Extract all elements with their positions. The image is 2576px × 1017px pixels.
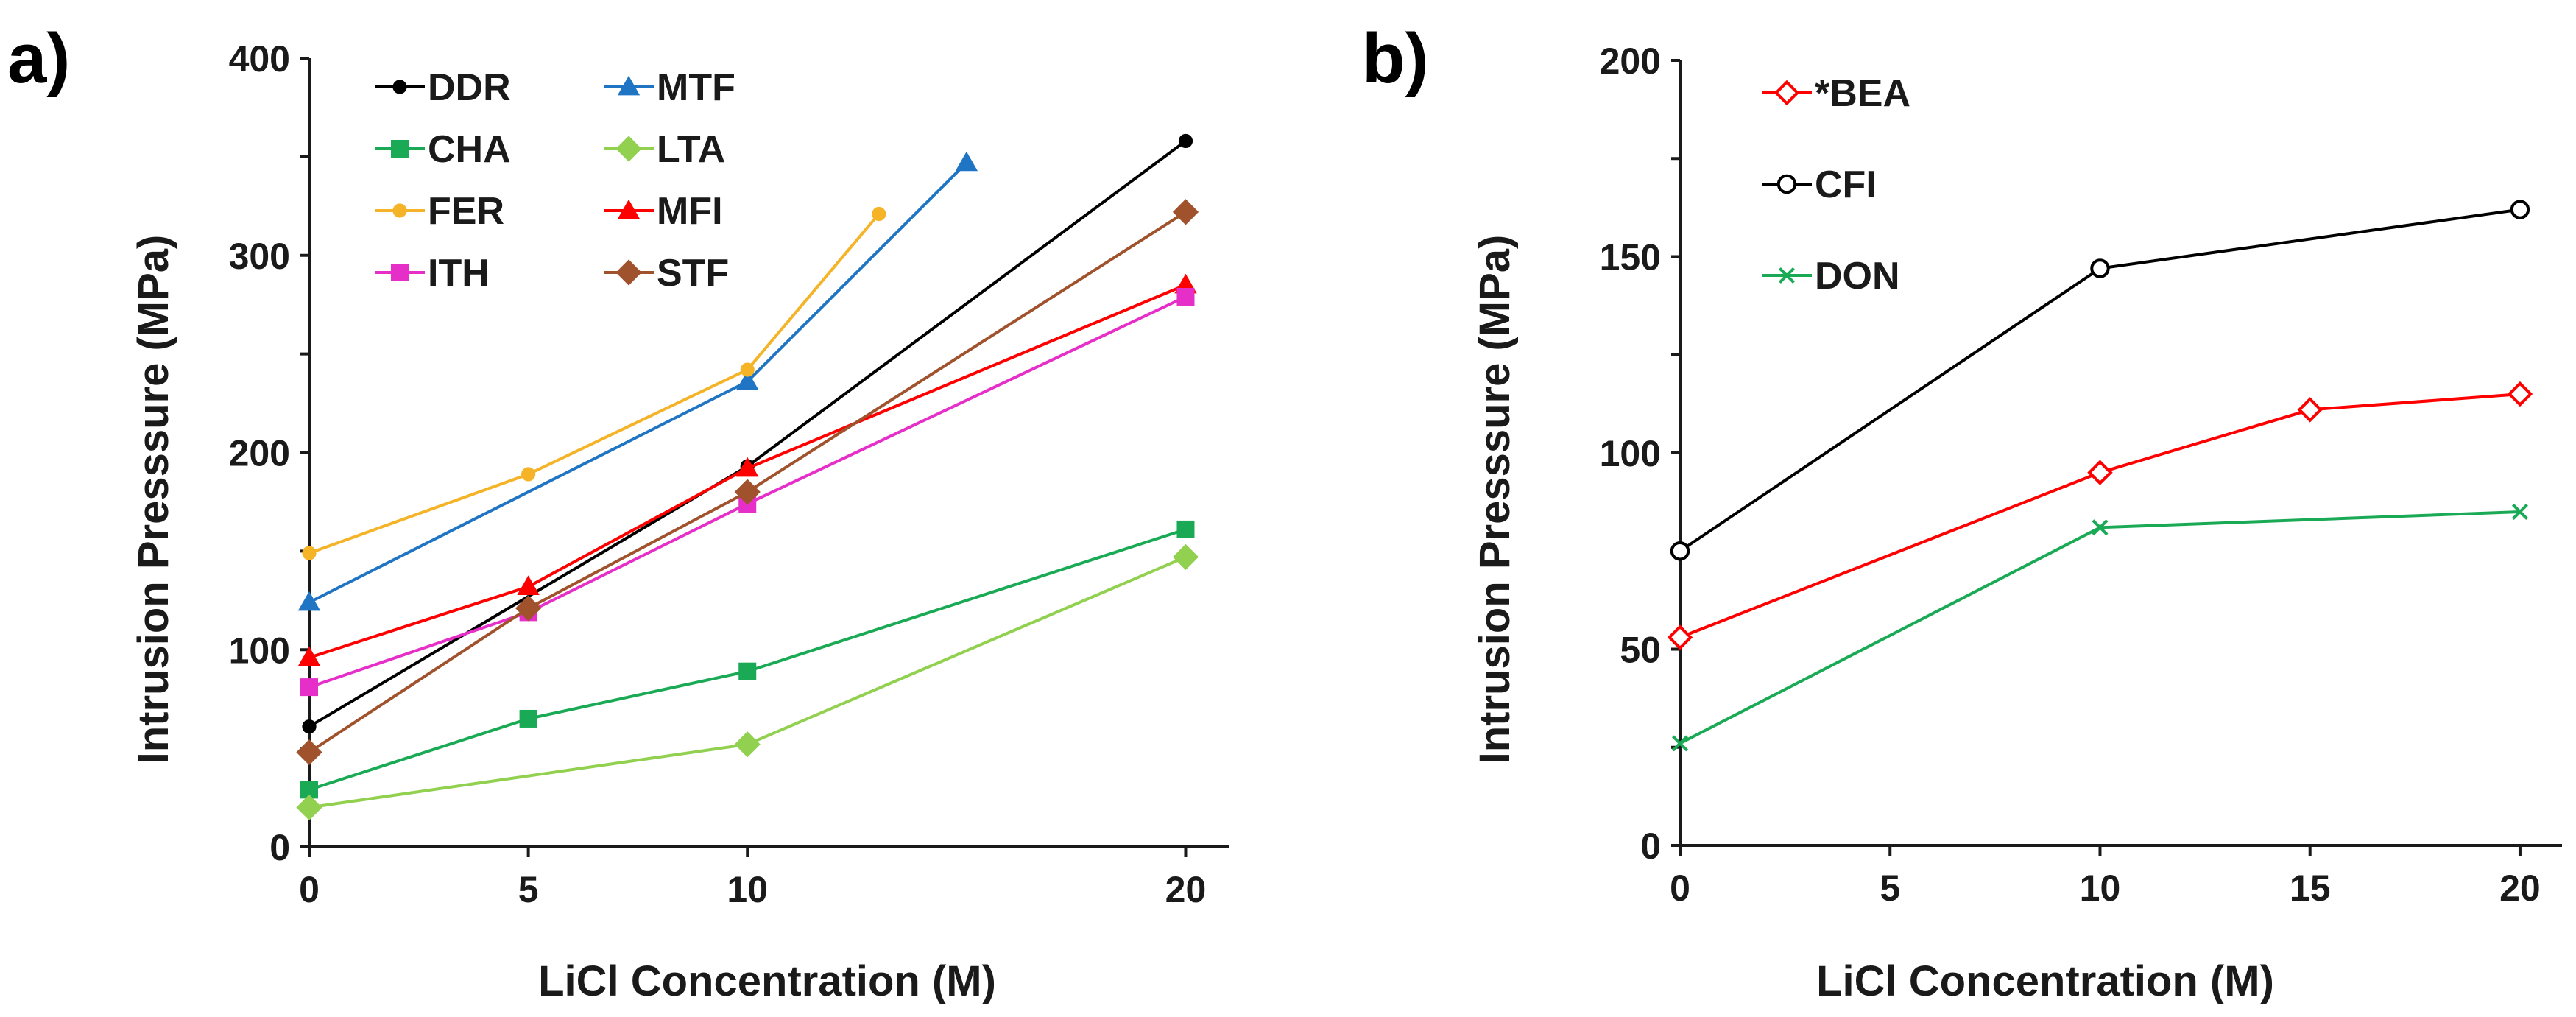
- panel-b-series-cfi-point: [1670, 541, 1690, 561]
- panel-a-legend-mfi-label: MFI: [657, 190, 723, 233]
- panel-a-ytick-label: 300: [229, 236, 290, 277]
- panel-a-label: a): [7, 19, 70, 98]
- panel-b-legend-cfi-marker: [1776, 174, 1797, 194]
- panel-a-ytick-label: 0: [269, 827, 290, 868]
- panel-a-series-fer-line: [308, 213, 881, 555]
- panel-a-series-fer-point: [302, 546, 317, 560]
- panel-b-ytick-label: 100: [1600, 433, 1661, 474]
- panel-a-series-lta-point: [1172, 543, 1199, 571]
- panel-b-plot: 0 50 100 150 200 0 5 10 15 20 *BEA CFI DON: [1600, 41, 2562, 909]
- panel-a-xtick-label: 0: [299, 869, 320, 910]
- panel-a-plot: 0 100 200 300 400 0 5 10 20 DDR MTF CHA LTA FER MFI ITH…: [229, 38, 1229, 910]
- panel-a-legend-mtf-label: MTF: [657, 66, 735, 109]
- panel-a-series-mtf-point: [955, 151, 978, 172]
- panel-a-series-fer-point: [872, 206, 886, 222]
- panel-b-ytick-label: 0: [1640, 826, 1661, 867]
- panel-b-legend-don-label: DON: [1815, 255, 1900, 298]
- panel-a-ylabel: Intrusion Presssure (MPa): [130, 235, 177, 764]
- panel-a-ytick-label: 100: [229, 630, 290, 671]
- panel-b-xtick-label: 5: [1880, 868, 1900, 909]
- panel-b-legend-bea-marker: [1774, 80, 1800, 106]
- panel-b-series-don-point: [1671, 735, 1689, 752]
- panel-a-legend-ddr-label: DDR: [428, 66, 511, 109]
- panel-a-series-cha-line: [308, 527, 1187, 792]
- panel-b-series-don-line: [1679, 510, 2521, 745]
- panel-a-xtick-label: 20: [1165, 869, 1207, 910]
- panel-a-legend-cha-marker: [391, 140, 409, 158]
- panel-b-legend-bea-label: *BEA: [1815, 72, 1910, 115]
- panel-b-label: b): [1362, 19, 1429, 98]
- panel-b-ylabel: Intrusion Presssure (MPa): [1471, 235, 1519, 764]
- panel-b-series-bea-point: [2087, 460, 2113, 485]
- panel-a-series-fer-point: [740, 362, 755, 377]
- panel-a-series-ddr-point: [302, 719, 317, 734]
- panel-b-xtick-label: 10: [2080, 868, 2121, 909]
- panel-a-series-ith-point: [1176, 287, 1195, 306]
- panel-a-xtick-label: 5: [518, 869, 539, 910]
- panel-a-series-ith-line: [308, 295, 1187, 689]
- panel-a-ytick-label: 400: [229, 38, 290, 80]
- panel-a-series-cha-point: [1176, 520, 1195, 538]
- panel-b-series-bea-line: [1679, 393, 2521, 639]
- panel-a-series-mfi-point: [517, 575, 540, 595]
- panel-a-series-stf-point: [296, 739, 322, 766]
- panel-a-series-stf-point: [1172, 199, 1199, 225]
- panel-b-ytick-label: 50: [1620, 630, 1661, 671]
- panel-b-series-don-point: [2511, 503, 2528, 520]
- panel-a-series-mtf-point: [297, 591, 321, 611]
- panel-a-series-cha-point: [519, 709, 537, 728]
- panel-a-series-lta-point: [296, 794, 322, 821]
- panel-b-series-bea-point: [1667, 624, 1693, 650]
- panel-b-series-cfi-point: [2510, 200, 2530, 219]
- panel-a-legend-ith-label: ITH: [428, 252, 490, 295]
- panel-a-legend-stf-marker: [615, 259, 642, 286]
- panel-b-legend-cfi-label: CFI: [1815, 163, 1877, 206]
- panel-a-series-lta-line: [308, 555, 1187, 809]
- panel-b-xlabel: LiCl Concentration (M): [1816, 957, 2274, 1005]
- panel-a-legend-mfi-marker: [617, 199, 641, 219]
- panel-b-xtick-label: 0: [1670, 868, 1690, 909]
- panel-a-legend-stf-label: STF: [657, 252, 729, 295]
- panel-a-legend-lta-marker: [615, 136, 642, 162]
- panel-a-legend-ddr-marker: [392, 80, 407, 94]
- panel-a-series-stf-point: [515, 595, 542, 622]
- panel-a-series-mfi-line: [308, 284, 1187, 659]
- panel-a-series-lta-point: [734, 731, 761, 758]
- panel-a-ytick-label: 200: [229, 433, 290, 474]
- panel-b-xtick-label: 15: [2290, 868, 2331, 909]
- panel-a-legend-ith-marker: [391, 264, 409, 281]
- panel-a-series-mtf-point: [736, 370, 759, 390]
- panel-a-legend-lta-label: LTA: [657, 128, 725, 171]
- panel-a-series-ith-point: [300, 678, 318, 697]
- panel-a-series-fer-point: [521, 467, 536, 482]
- panel-a-series-mfi-point: [736, 457, 759, 477]
- panel-b-series-bea-point: [2507, 381, 2533, 407]
- panel-b-ytick-label: 200: [1600, 41, 1661, 82]
- panel-b-series-cfi-point: [2090, 258, 2110, 278]
- panel-b-series-bea-point: [2297, 397, 2323, 423]
- panel-b-xtick-label: 20: [2499, 868, 2541, 909]
- panel-a-series-stf-line: [308, 211, 1187, 754]
- panel-a-series-cha-point: [738, 662, 757, 680]
- panel-a-legend-fer-label: FER: [428, 190, 504, 233]
- panel-b-ytick-label: 150: [1600, 237, 1661, 278]
- panel-a-series-ddr-point: [1178, 133, 1193, 149]
- panel-b-series-don-point: [2092, 519, 2109, 536]
- panel-a-xtick-label: 10: [727, 869, 768, 910]
- panel-b-legend-don-marker: [1778, 267, 1796, 284]
- panel-a-xlabel: LiCl Concentration (M): [538, 957, 996, 1005]
- panel-a-legend-mtf-marker: [617, 75, 641, 96]
- panel-a-legend-cha-label: CHA: [428, 128, 511, 171]
- panel-a-series-stf-point: [734, 479, 761, 505]
- panel-a-legend-fer-marker: [392, 203, 407, 218]
- panel-a-series-mfi-point: [297, 646, 321, 666]
